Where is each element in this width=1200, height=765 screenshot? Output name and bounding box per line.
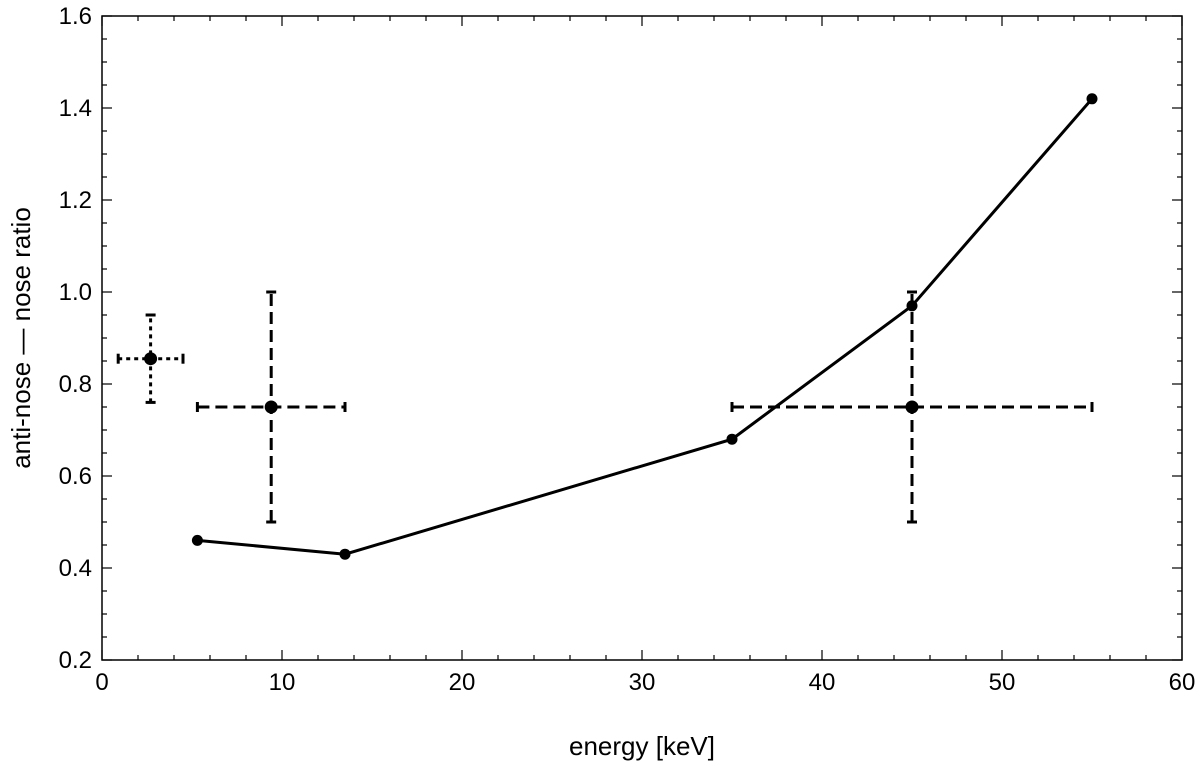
x-tick-label: 30 [629,669,656,696]
model-point [339,548,351,560]
model-point [1086,93,1098,105]
y-tick-label: 0.6 [59,463,92,490]
y-tick-label: 0.8 [59,371,92,398]
y-tick-label: 1.0 [59,279,92,306]
tick-labels: 0 10 20 30 40 50 60 0.2 0.4 0.6 0.8 1.0 1.2 1.4 1.6 [59,3,1196,696]
dashed-measurement-point [905,400,919,414]
y-tick-label: 1.2 [59,187,92,214]
axis-ticks [101,15,1183,661]
y-tick-label: 1.4 [59,95,92,122]
x-tick-label: 40 [809,669,836,696]
series-layer [116,93,1098,560]
x-tick-label: 50 [989,669,1016,696]
y-tick-label: 0.2 [59,647,92,674]
y-tick-label: 0.4 [59,555,92,582]
model-line [197,97,1094,556]
plot-frame [101,15,1183,661]
model-point [191,534,203,546]
x-axis-title: energy [keV] [569,731,715,761]
x-tick-label: 0 [95,669,108,696]
y-axis-title: anti-nose — nose ratio [6,207,36,469]
dotted-measurement-point [144,352,158,366]
x-tick-label: 20 [449,669,476,696]
y-tick-label: 1.6 [59,3,92,30]
model-point [726,433,738,445]
x-tick-label: 60 [1169,669,1196,696]
dashed-measurement-point [264,400,278,414]
x-tick-label: 10 [269,669,296,696]
